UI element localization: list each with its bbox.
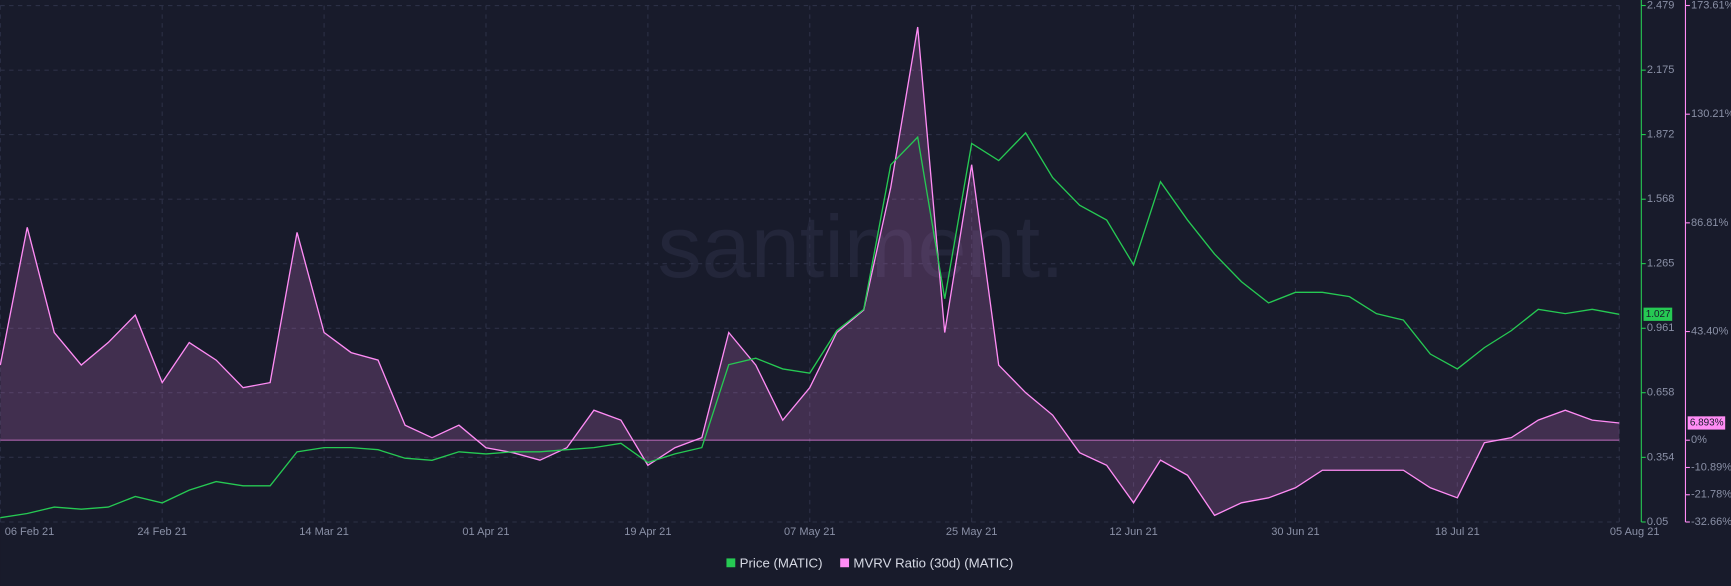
x-tick-label: 05 Aug 21: [1610, 526, 1660, 538]
x-tick-label: 06 Feb 21: [5, 526, 55, 538]
legend-swatch: [840, 558, 850, 568]
y2-tick-label: 173.61%: [1691, 0, 1731, 11]
current-value-badge: [1643, 307, 1673, 321]
x-tick-label: 01 Apr 21: [462, 526, 509, 538]
x-tick-label: 18 Jul 21: [1435, 526, 1480, 538]
x-tick-label: 19 Apr 21: [624, 526, 671, 538]
y2-tick-label: 43.40%: [1691, 325, 1729, 337]
legend-swatch: [726, 558, 736, 568]
y-tick-label: 0.658: [1647, 387, 1675, 399]
y-tick-label: 1.568: [1647, 193, 1675, 205]
y2-tick-label: -32.66%: [1691, 516, 1731, 528]
x-tick-label: 25 May 21: [946, 526, 997, 538]
y-tick-label: 0.05: [1647, 516, 1668, 528]
series-line: [0, 131, 1620, 519]
x-tick-label: 12 Jun 21: [1109, 526, 1157, 538]
mvrv-area: [0, 27, 1620, 516]
y-tick-label: 0.354: [1647, 451, 1675, 463]
y-tick-label: 1.265: [1647, 258, 1675, 270]
y-tick-label: 1.872: [1647, 128, 1675, 140]
current-value-label: 1.027: [1646, 309, 1671, 320]
legend-label: Price (MATIC): [740, 555, 823, 570]
x-tick-label: 30 Jun 21: [1271, 526, 1319, 538]
current-value-label: 6.893%: [1690, 418, 1724, 429]
current-value-badge: [1687, 416, 1726, 430]
x-tick-label: 14 Mar 21: [299, 526, 349, 538]
y2-tick-label: 0%: [1691, 434, 1707, 446]
watermark: santiment.: [657, 197, 1064, 296]
y2-tick-label: -10.89%: [1691, 461, 1731, 473]
legend-label: MVRV Ratio (30d) (MATIC): [853, 555, 1013, 570]
y-tick-label: 2.175: [1647, 64, 1675, 76]
x-tick-label: 07 May 21: [784, 526, 835, 538]
y-tick-label: 0.961: [1647, 322, 1675, 334]
y2-tick-label: 86.81%: [1691, 217, 1729, 229]
y2-tick-label: -21.78%: [1691, 489, 1731, 501]
series-line: [0, 26, 1620, 517]
x-tick-label: 24 Feb 21: [137, 526, 187, 538]
y2-tick-label: 130.21%: [1691, 108, 1731, 120]
legend: Price (MATIC) MVRV Ratio (30d) (MATIC): [726, 555, 1013, 570]
y-tick-label: 2.479: [1647, 0, 1675, 11]
